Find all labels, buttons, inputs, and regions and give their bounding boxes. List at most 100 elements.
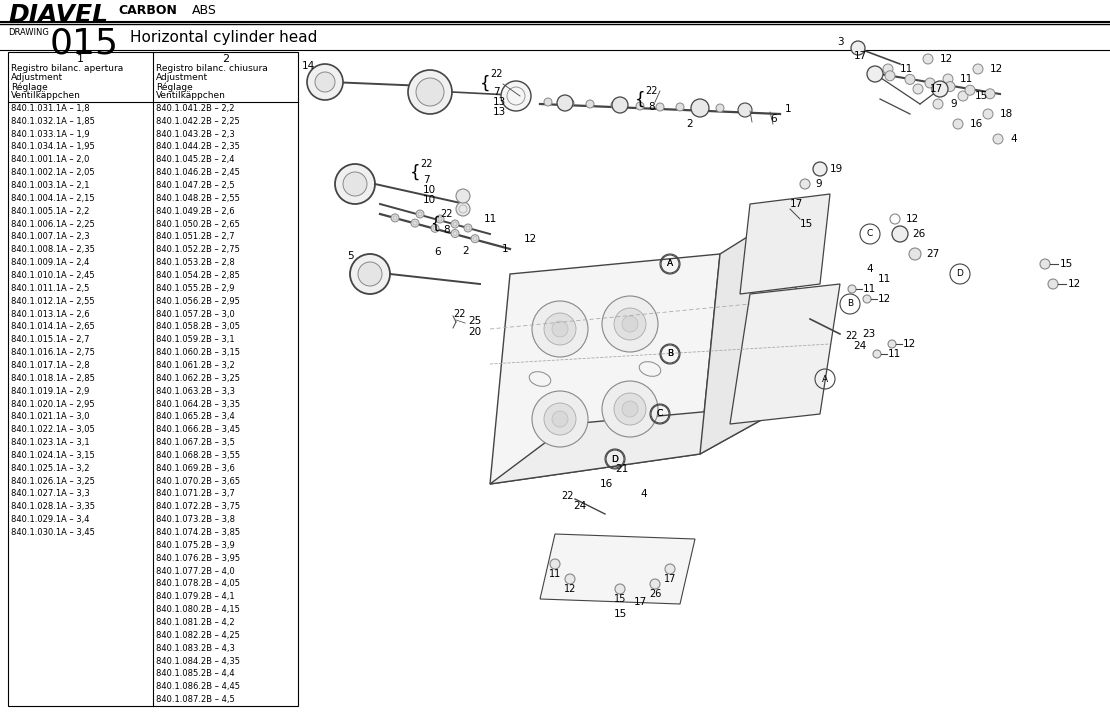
Circle shape <box>411 219 418 227</box>
Text: 840.1.050.2B – 2,65: 840.1.050.2B – 2,65 <box>157 220 240 228</box>
Text: 840.1.010.1A – 2,45: 840.1.010.1A – 2,45 <box>11 271 94 280</box>
Text: 840.1.033.1A – 1,9: 840.1.033.1A – 1,9 <box>11 130 90 139</box>
Text: 26: 26 <box>912 229 926 239</box>
Text: 840.1.051.2B – 2,7: 840.1.051.2B – 2,7 <box>157 233 234 241</box>
Text: D: D <box>957 269 963 278</box>
Circle shape <box>622 401 638 417</box>
Polygon shape <box>700 204 800 454</box>
Text: 22: 22 <box>453 309 465 319</box>
Text: DIAVEL: DIAVEL <box>8 3 108 27</box>
Text: Réglage: Réglage <box>11 82 48 91</box>
Circle shape <box>408 70 452 114</box>
Text: 15: 15 <box>1060 259 1073 269</box>
Circle shape <box>692 99 709 117</box>
Circle shape <box>738 103 751 117</box>
Text: 12: 12 <box>524 234 536 244</box>
Text: 840.1.023.1A – 3,1: 840.1.023.1A – 3,1 <box>11 438 90 447</box>
Text: 840.1.043.2B – 2,3: 840.1.043.2B – 2,3 <box>157 130 234 139</box>
Text: 21: 21 <box>615 464 628 474</box>
Text: 840.1.087.2B – 4,5: 840.1.087.2B – 4,5 <box>157 695 234 704</box>
Text: 10: 10 <box>423 185 436 195</box>
Text: 840.1.046.2B – 2,45: 840.1.046.2B – 2,45 <box>157 169 240 177</box>
Text: 840.1.055.2B – 2,9: 840.1.055.2B – 2,9 <box>157 284 234 293</box>
Circle shape <box>656 103 664 111</box>
Text: {: { <box>480 75 491 93</box>
Circle shape <box>716 104 724 112</box>
Circle shape <box>983 109 993 119</box>
Text: {: { <box>410 164 421 182</box>
Text: 840.1.047.2B – 2,5: 840.1.047.2B – 2,5 <box>157 181 234 190</box>
Text: A: A <box>821 375 828 383</box>
Text: 16: 16 <box>970 119 983 129</box>
Text: B: B <box>667 349 673 358</box>
Text: Registro bilanc. chiusura: Registro bilanc. chiusura <box>157 64 268 73</box>
Text: 840.1.086.2B – 4,45: 840.1.086.2B – 4,45 <box>157 682 240 691</box>
Text: 22: 22 <box>561 491 573 501</box>
Text: 6: 6 <box>770 114 777 124</box>
Text: D: D <box>612 455 618 463</box>
Circle shape <box>464 224 472 232</box>
Text: 840.1.072.2B – 3,75: 840.1.072.2B – 3,75 <box>157 503 240 511</box>
Text: 840.1.006.1A – 2,25: 840.1.006.1A – 2,25 <box>11 220 94 228</box>
Text: 840.1.045.2B – 2,4: 840.1.045.2B – 2,4 <box>157 156 234 164</box>
Text: 840.1.015.1A – 2,7: 840.1.015.1A – 2,7 <box>11 336 90 344</box>
Text: 840.1.077.2B – 4,0: 840.1.077.2B – 4,0 <box>157 567 234 575</box>
Text: 840.1.079.2B – 4,1: 840.1.079.2B – 4,1 <box>157 593 234 601</box>
Circle shape <box>532 301 588 357</box>
Text: 13: 13 <box>493 97 506 107</box>
Circle shape <box>1048 279 1058 289</box>
Circle shape <box>958 91 968 101</box>
Polygon shape <box>539 534 695 604</box>
Circle shape <box>350 254 390 294</box>
Circle shape <box>813 162 827 176</box>
Text: 840.1.030.1A – 3,45: 840.1.030.1A – 3,45 <box>11 528 94 537</box>
Text: 840.1.041.2B – 2,2: 840.1.041.2B – 2,2 <box>157 104 234 113</box>
Text: CARBON: CARBON <box>118 4 176 17</box>
Polygon shape <box>490 254 720 484</box>
Text: 840.1.049.2B – 2,6: 840.1.049.2B – 2,6 <box>157 207 234 216</box>
Text: 840.1.014.1A – 2,65: 840.1.014.1A – 2,65 <box>11 323 94 331</box>
Text: 22: 22 <box>420 159 433 169</box>
Text: 840.1.066.2B – 3,45: 840.1.066.2B – 3,45 <box>157 426 240 434</box>
Text: 22: 22 <box>845 331 858 341</box>
Text: 11: 11 <box>878 274 891 284</box>
Text: 840.1.083.2B – 4,3: 840.1.083.2B – 4,3 <box>157 643 235 653</box>
Circle shape <box>636 102 644 110</box>
Text: A: A <box>667 259 673 268</box>
Text: 840.1.060.2B – 3,15: 840.1.060.2B – 3,15 <box>157 348 240 357</box>
Text: 11: 11 <box>862 284 876 294</box>
Text: 9: 9 <box>815 179 821 189</box>
Circle shape <box>932 81 948 97</box>
Circle shape <box>965 85 975 95</box>
Circle shape <box>343 172 367 196</box>
Text: 840.1.064.2B – 3,35: 840.1.064.2B – 3,35 <box>157 400 240 408</box>
Text: 840.1.003.1A – 2,1: 840.1.003.1A – 2,1 <box>11 181 90 190</box>
Circle shape <box>614 308 646 340</box>
Text: 19: 19 <box>830 164 844 174</box>
Text: 840.1.062.2B – 3,25: 840.1.062.2B – 3,25 <box>157 374 240 383</box>
Text: D: D <box>612 455 618 463</box>
Circle shape <box>622 316 638 332</box>
Text: 7: 7 <box>423 175 430 185</box>
Text: 840.1.029.1A – 3,4: 840.1.029.1A – 3,4 <box>11 516 90 524</box>
Text: 15: 15 <box>614 594 626 604</box>
Circle shape <box>610 101 619 109</box>
Circle shape <box>532 391 588 447</box>
Text: 4: 4 <box>1010 134 1017 144</box>
Text: 840.1.026.1A – 3,25: 840.1.026.1A – 3,25 <box>11 477 94 486</box>
Text: 12: 12 <box>564 584 576 594</box>
Text: 840.1.016.1A – 2,75: 840.1.016.1A – 2,75 <box>11 348 94 357</box>
Text: 2: 2 <box>222 54 229 64</box>
Text: 840.1.020.1A – 2,95: 840.1.020.1A – 2,95 <box>11 400 94 408</box>
Circle shape <box>885 71 895 81</box>
Text: 1: 1 <box>785 104 791 114</box>
Text: 16: 16 <box>601 479 613 489</box>
Text: 22: 22 <box>645 86 657 96</box>
Text: C: C <box>867 229 874 238</box>
Text: B: B <box>667 349 673 358</box>
Text: 10: 10 <box>423 195 436 205</box>
Text: 2: 2 <box>463 246 470 256</box>
Text: 4: 4 <box>640 489 647 499</box>
Circle shape <box>456 202 470 216</box>
Text: 12: 12 <box>906 214 919 224</box>
